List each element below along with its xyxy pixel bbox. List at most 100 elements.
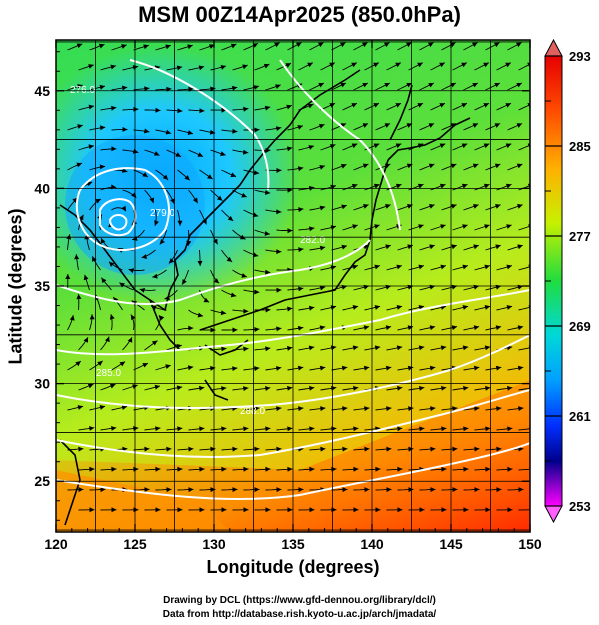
streamline-arrowhead	[341, 204, 347, 210]
streamline-arrowhead	[275, 84, 281, 89]
colorbar: 293 285 277 269 261 253	[544, 38, 591, 524]
streamline-arrowhead	[78, 214, 84, 221]
streamline-arrowhead	[485, 426, 491, 432]
colorbar-tick-label: 253	[569, 499, 591, 514]
streamline-arrowhead	[474, 406, 480, 412]
streamline-arrowhead	[319, 285, 326, 291]
streamline-arrowhead	[373, 143, 380, 149]
streamline	[529, 249, 530, 251]
streamline-arrowhead	[139, 288, 146, 293]
streamline-arrowhead	[119, 361, 126, 367]
streamline-arrowhead	[462, 345, 469, 351]
streamline-arrowhead	[439, 143, 446, 149]
streamline	[529, 489, 530, 491]
streamline-arrowhead	[318, 83, 324, 88]
streamline-arrowhead	[472, 163, 479, 169]
streamline	[529, 169, 530, 171]
streamline-arrowhead	[351, 183, 358, 189]
streamline-arrowhead	[319, 365, 326, 371]
streamline-arrowhead	[385, 325, 392, 331]
streamline-arrowhead	[111, 466, 117, 472]
streamline-arrowhead	[298, 207, 304, 213]
streamline-arrowhead	[472, 42, 478, 48]
streamline-arrowhead	[319, 245, 326, 251]
streamline-arrowhead	[221, 507, 227, 513]
streamline-arrowhead	[265, 507, 271, 513]
streamline-arrowhead	[187, 130, 193, 135]
streamline-arrowhead	[307, 103, 314, 109]
streamline-arrowhead	[265, 466, 271, 472]
streamline-arrowhead	[319, 325, 326, 331]
streamline-arrowhead	[539, 244, 545, 249]
colorbar-min-arrow	[544, 505, 563, 524]
streamline-arrowhead	[111, 146, 117, 152]
streamline-arrowhead	[142, 172, 148, 177]
streamline-arrowhead	[496, 487, 502, 493]
streamline-arrowhead	[396, 305, 403, 310]
streamline-arrowhead	[517, 204, 523, 209]
streamline-arrowhead	[430, 446, 436, 452]
streamline-arrowhead	[166, 487, 172, 493]
streamline-arrowhead	[232, 446, 238, 452]
streamline-arrowhead	[298, 286, 304, 292]
streamline	[518, 144, 530, 151]
streamline-arrowhead	[384, 42, 390, 48]
streamline-arrowhead	[364, 406, 370, 412]
streamline-arrowhead	[505, 143, 512, 149]
streamline-arrowhead	[418, 264, 424, 270]
streamline-arrowhead	[419, 426, 425, 432]
streamline-arrowhead	[184, 175, 190, 181]
streamline-arrowhead	[142, 363, 148, 368]
footer-credit-data: Data from http://database.rish.kyoto-u.a…	[162, 609, 437, 620]
streamline-arrowhead	[188, 487, 194, 493]
streamline-arrowhead	[187, 44, 193, 50]
streamline-arrowhead	[221, 466, 227, 472]
streamline-arrowhead	[441, 507, 447, 513]
streamline-arrowhead	[397, 385, 403, 391]
streamline-arrowhead	[495, 204, 501, 209]
streamline-arrowhead	[144, 446, 150, 452]
streamline-arrowhead	[254, 487, 260, 493]
streamline-arrowhead	[154, 220, 159, 226]
streamline	[529, 409, 530, 411]
streamline-arrowhead	[241, 192, 247, 198]
streamline-arrowhead	[199, 108, 205, 114]
streamline-arrowhead	[507, 507, 513, 513]
streamline-arrowhead	[275, 126, 282, 131]
streamline-arrowhead	[265, 190, 271, 195]
streamline-arrowhead	[319, 165, 325, 170]
streamline-arrowhead	[494, 83, 500, 88]
streamline-arrowhead	[121, 205, 126, 212]
streamline-arrowhead	[329, 62, 335, 68]
streamline-arrowhead	[155, 107, 161, 113]
streamline-arrowhead	[100, 487, 106, 493]
y-tick-label: 25	[34, 473, 50, 489]
streamline-arrowhead	[144, 487, 150, 493]
streamline-arrowhead	[78, 487, 84, 493]
streamline-arrowhead	[192, 197, 198, 204]
streamline-arrowhead	[111, 426, 117, 431]
streamline-arrowhead	[252, 252, 259, 258]
streamline-arrowhead	[494, 42, 500, 48]
streamline-arrowhead	[265, 346, 271, 352]
streamline-arrowhead	[483, 103, 489, 108]
streamline-arrowhead	[254, 446, 260, 452]
streamline-arrowhead	[439, 62, 445, 68]
streamline-arrowhead	[341, 244, 347, 250]
streamline-arrowhead	[429, 244, 435, 250]
streamline-arrowhead	[484, 345, 491, 351]
streamline-arrowhead	[297, 325, 304, 331]
streamline-arrowhead	[176, 65, 183, 71]
streamline-arrowhead	[155, 426, 161, 432]
streamline-arrowhead	[495, 325, 502, 331]
streamline-arrowhead	[496, 406, 502, 412]
streamline-arrowhead	[197, 260, 203, 266]
x-tick-label: 135	[281, 536, 305, 552]
y-tick-label: 30	[34, 376, 50, 392]
y-tick-label: 45	[34, 83, 50, 99]
streamline-arrowhead	[417, 62, 423, 68]
streamline-arrowhead	[287, 187, 293, 193]
streamline-arrowhead	[221, 386, 227, 391]
streamline-arrowhead	[264, 231, 270, 236]
